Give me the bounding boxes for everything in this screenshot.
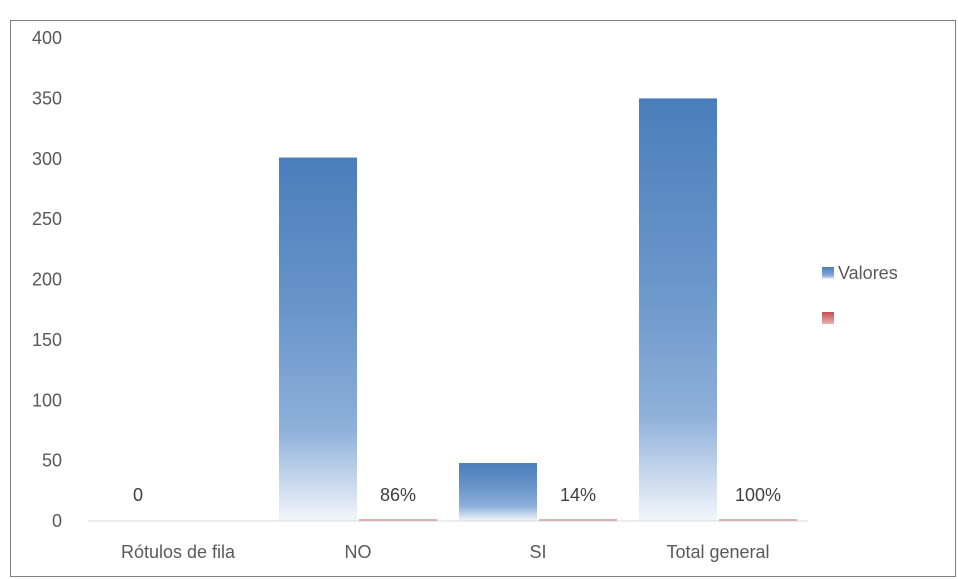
legend: Valores (822, 263, 898, 324)
bar-valores (639, 98, 717, 521)
y-tick-label: 250 (32, 209, 62, 229)
y-tick-label: 100 (32, 390, 62, 410)
data-labels: 0 86% 14% 100% (133, 485, 781, 505)
bar-valores (459, 463, 537, 521)
bar-percent (539, 519, 617, 521)
x-category-label: Rótulos de fila (121, 542, 236, 562)
x-category-label: NO (345, 542, 372, 562)
data-label-percent: 86% (380, 485, 416, 505)
y-tick-label: 50 (42, 451, 62, 471)
bars (279, 98, 797, 522)
y-tick-label: 300 (32, 149, 62, 169)
x-category-label: Total general (666, 542, 769, 562)
y-tick-label: 400 (32, 28, 62, 48)
y-axis: 0 50 100 150 200 250 300 350 400 (32, 28, 62, 531)
y-tick-label: 200 (32, 270, 62, 290)
bar-valores (279, 157, 357, 522)
x-axis: Rótulos de fila NO SI Total general (88, 520, 808, 562)
legend-label-valores: Valores (838, 263, 898, 283)
bar-percent (719, 519, 797, 521)
legend-swatch-valores (822, 267, 834, 279)
data-label-percent: 14% (560, 485, 596, 505)
chart-frame (10, 20, 956, 577)
y-tick-label: 150 (32, 330, 62, 350)
bar-percent (359, 519, 437, 521)
y-tick-label: 350 (32, 88, 62, 108)
data-label-valores: 0 (133, 485, 143, 505)
y-tick-label: 0 (52, 511, 62, 531)
legend-swatch-percent (822, 312, 834, 324)
x-category-label: SI (529, 542, 546, 562)
data-label-percent: 100% (735, 485, 781, 505)
